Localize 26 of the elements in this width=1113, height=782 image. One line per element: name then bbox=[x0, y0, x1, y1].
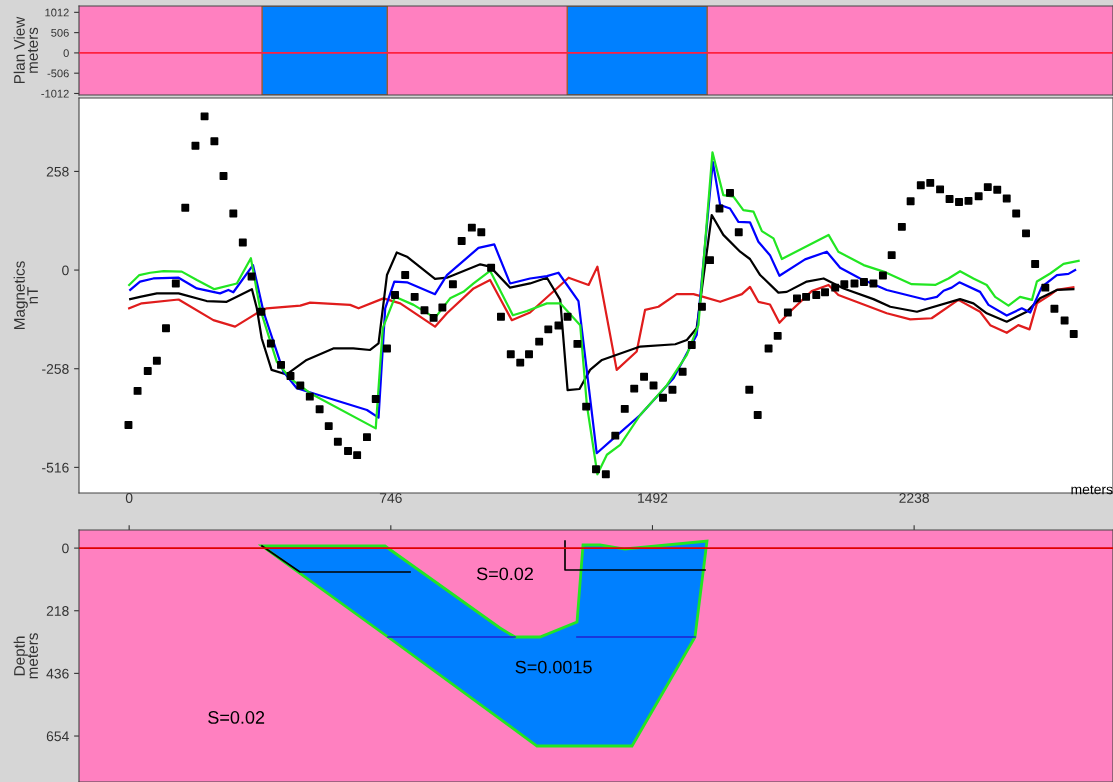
y-tick-label: 654 bbox=[46, 731, 69, 742]
line-series bbox=[128, 265, 1075, 371]
x-tick-label: 746 bbox=[379, 493, 402, 503]
y-tick-label: -1012 bbox=[41, 89, 69, 98]
y-tick-label: 0 bbox=[62, 543, 69, 554]
x-axis-title: meters bbox=[1071, 485, 1113, 495]
y-tick-label: 1012 bbox=[45, 8, 69, 17]
y-tick-label: 258 bbox=[46, 166, 69, 177]
line-series bbox=[129, 213, 1075, 392]
x-tick-label: 1492 bbox=[638, 493, 668, 503]
y-axis-title: Magnetics nT bbox=[13, 261, 38, 330]
y-tick-label: 506 bbox=[51, 28, 69, 37]
y-tick-label: -258 bbox=[42, 364, 69, 374]
x-tick-label: 2238 bbox=[899, 493, 929, 503]
annotation: S=0.02 bbox=[208, 711, 265, 724]
annotation: S=0.0015 bbox=[515, 660, 592, 674]
x-tick-label: 0 bbox=[125, 493, 133, 503]
y-tick-label: 218 bbox=[46, 606, 69, 616]
y-axis-title: Depth meters bbox=[13, 633, 38, 679]
y-tick-label: 0 bbox=[62, 265, 69, 276]
y-tick-label: 436 bbox=[46, 668, 69, 679]
y-axis-title: Plan View meters bbox=[13, 16, 38, 84]
y-tick-label: 0 bbox=[63, 49, 69, 58]
y-tick-label: -516 bbox=[42, 462, 69, 473]
y-tick-label: -506 bbox=[47, 69, 69, 78]
annotation: S=0.02 bbox=[476, 567, 533, 581]
